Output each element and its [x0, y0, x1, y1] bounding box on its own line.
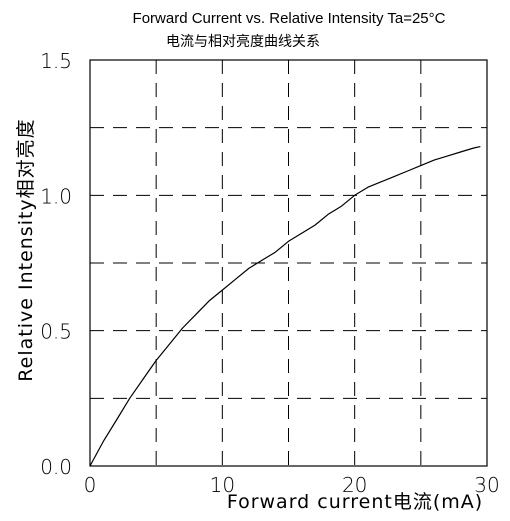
y-tick-label: 0.5	[40, 320, 72, 344]
plot-frame	[89, 59, 488, 467]
grid	[90, 60, 487, 466]
chart-title: Forward Current vs. Relative Intensity T…	[133, 10, 446, 27]
series-group	[89, 146, 481, 467]
y-tick-label: 1.0	[40, 184, 72, 208]
y-tick-label: 1.5	[40, 49, 72, 73]
x-tick-label: 20	[342, 473, 367, 497]
x-tick-label: 0	[84, 473, 97, 497]
tick-labels: 0 10 20 30 0.0 0.5 1.0 1.5	[40, 49, 500, 497]
y-tick-label: 0.0	[40, 455, 72, 479]
series-line-0	[89, 146, 481, 467]
x-tick-label: 10	[210, 473, 235, 497]
y-axis-label: Relative Intensity相对亮度	[15, 118, 37, 381]
chart-subtitle: 电流与相对亮度曲线关系	[166, 33, 320, 50]
x-axis-label: Forward current电流(mA)	[227, 491, 483, 513]
x-tick-label: 30	[474, 473, 499, 497]
